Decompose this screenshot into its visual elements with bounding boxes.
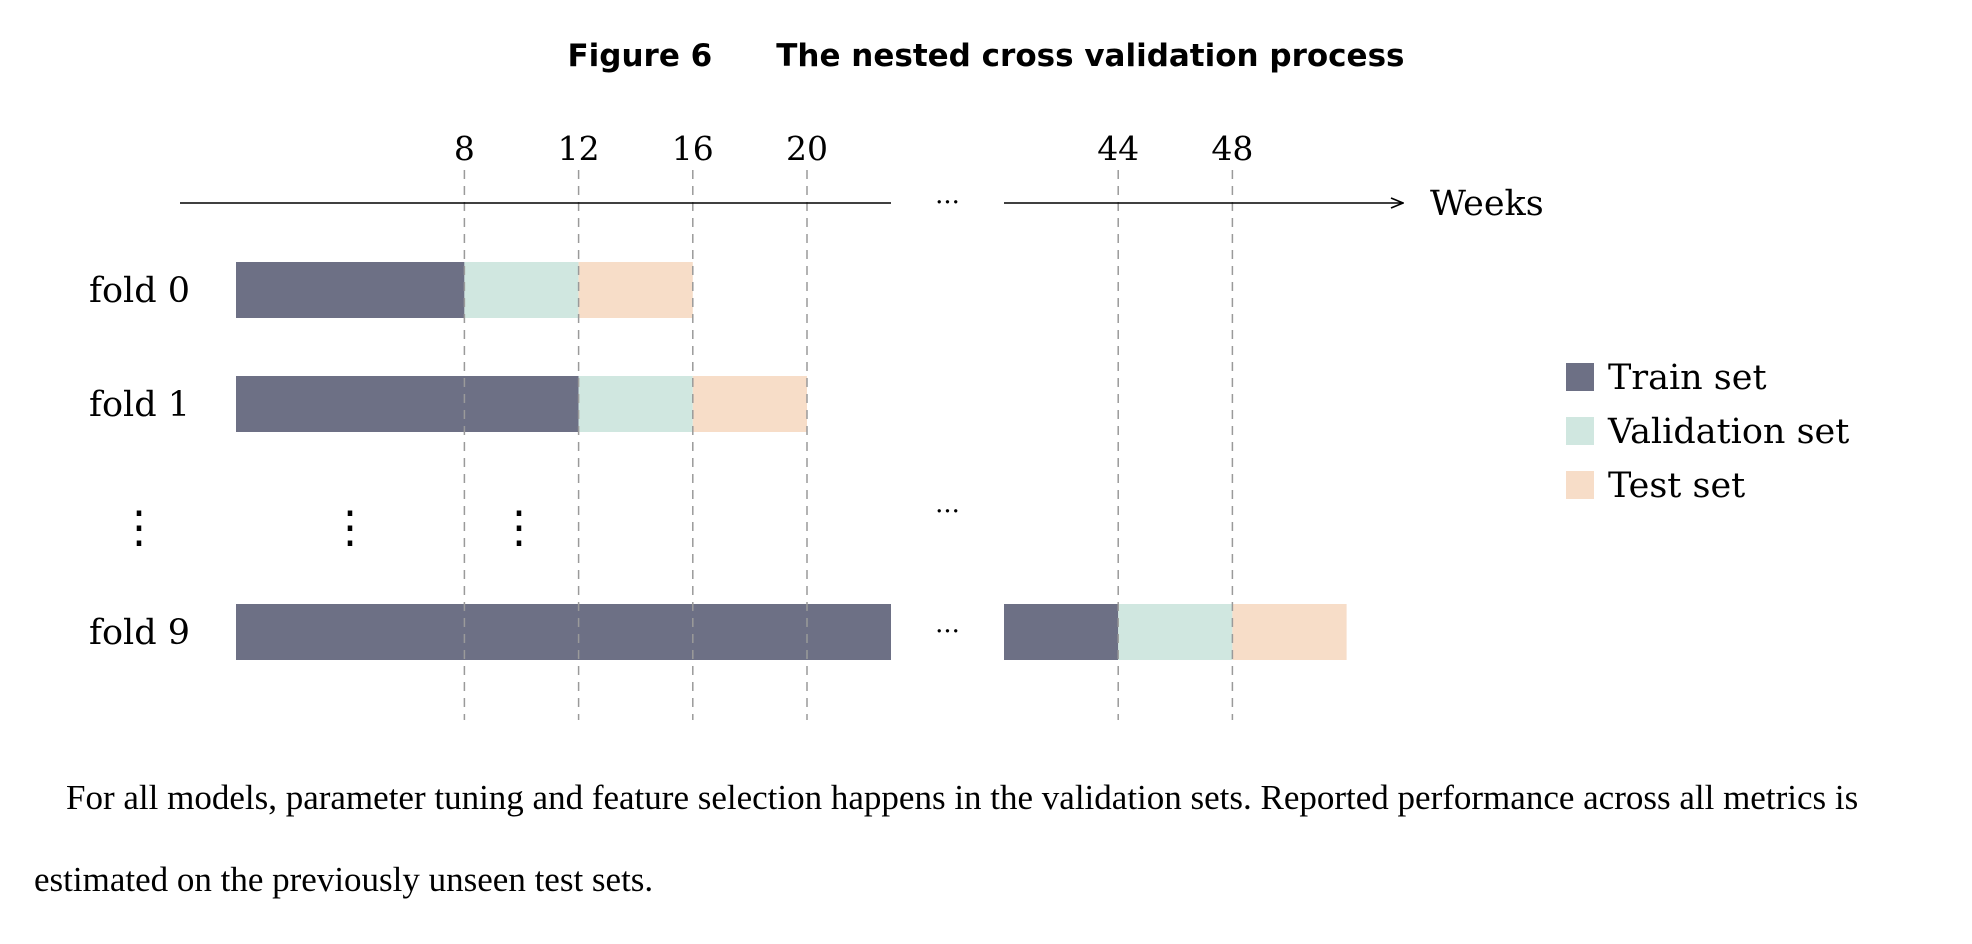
fold-1-train-bar xyxy=(236,376,579,432)
legend-label-test: Test set xyxy=(1608,466,1745,506)
ellipsis-row: ⋮ ⋮ ⋮ ··· xyxy=(117,497,960,553)
fold-9-validation-bar xyxy=(1118,604,1233,660)
tick-label-20: 20 xyxy=(786,129,828,168)
fold-1-test-bar xyxy=(692,376,807,432)
fold-9-break-ellipsis: ··· xyxy=(935,617,960,647)
vertical-ellipsis-3: ⋮ xyxy=(497,502,541,553)
fold-0-train-bar xyxy=(236,262,465,318)
fold-9-train-bar-part1 xyxy=(236,604,891,660)
legend-label-validation: Validation set xyxy=(1607,412,1849,452)
axis-label: Weeks xyxy=(1430,184,1544,224)
tick-label-8: 8 xyxy=(454,129,475,168)
fold-labels: fold 0 fold 1 fold 9 xyxy=(89,271,190,653)
fold-bars: ··· xyxy=(236,262,1347,660)
fold-label-0: fold 0 xyxy=(89,271,190,311)
legend: Train set Validation set Test set xyxy=(1566,358,1849,506)
legend-label-train: Train set xyxy=(1608,358,1767,398)
fold-9-test-bar xyxy=(1232,604,1347,660)
caption-paragraph: For all models, parameter tuning and fea… xyxy=(34,778,1859,899)
caption-text: For all models, parameter tuning and fea… xyxy=(34,757,1934,921)
legend-swatch-train xyxy=(1566,363,1594,391)
tick-label-44: 44 xyxy=(1097,129,1139,168)
fold-label-9: fold 9 xyxy=(89,613,190,653)
fold-0-test-bar xyxy=(578,262,693,318)
axis-break-ellipsis: ··· xyxy=(935,188,960,218)
vertical-ellipsis-1: ⋮ xyxy=(117,502,161,553)
tick-label-48: 48 xyxy=(1211,129,1253,168)
week-gridlines xyxy=(463,170,1234,720)
vertical-ellipsis-2: ⋮ xyxy=(328,502,372,553)
legend-swatch-test xyxy=(1566,471,1594,499)
week-axis: 8 12 16 20 44 48 ··· Weeks xyxy=(180,129,1544,224)
legend-swatch-validation xyxy=(1566,417,1594,445)
fold-9-train-bar-part2 xyxy=(1004,604,1119,660)
figure-number: Figure 6 xyxy=(567,38,713,74)
tick-label-12: 12 xyxy=(558,129,600,168)
fold-1-validation-bar xyxy=(578,376,693,432)
figure-caption-title: The nested cross validation process xyxy=(776,38,1405,74)
figure-title: Figure 6 The nested cross validation proc… xyxy=(0,38,1972,82)
fold-label-1: fold 1 xyxy=(89,385,190,425)
tick-label-16: 16 xyxy=(672,129,714,168)
fold-0-validation-bar xyxy=(464,262,579,318)
horizontal-ellipsis: ··· xyxy=(935,497,960,527)
